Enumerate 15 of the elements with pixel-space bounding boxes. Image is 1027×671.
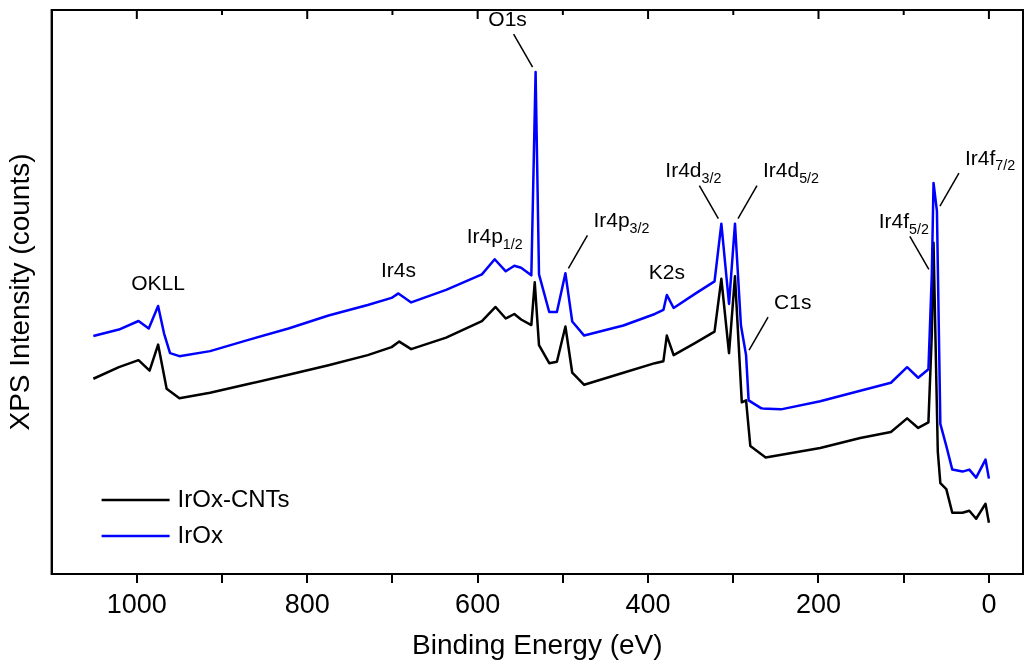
annotation: OKLL — [131, 270, 185, 294]
x-tick-label: 400 — [625, 588, 671, 619]
x-tick-label: 0 — [981, 588, 997, 619]
annotation: O1s — [488, 6, 527, 30]
x-tick-label: 800 — [284, 588, 330, 619]
annotation: K2s — [648, 259, 685, 283]
annotation: C1s — [774, 289, 812, 313]
annotation: Ir4s — [380, 258, 416, 282]
x-tick-label: 1000 — [106, 588, 167, 619]
x-axis-title: Binding Energy (eV) — [412, 628, 663, 660]
y-axis-title: XPS Intensity (counts) — [3, 153, 35, 431]
legend-label: IrOx-CNTs — [177, 484, 290, 512]
legend-label: IrOx — [177, 520, 223, 548]
x-tick-label: 200 — [795, 588, 842, 619]
x-tick-label: 600 — [455, 588, 501, 619]
